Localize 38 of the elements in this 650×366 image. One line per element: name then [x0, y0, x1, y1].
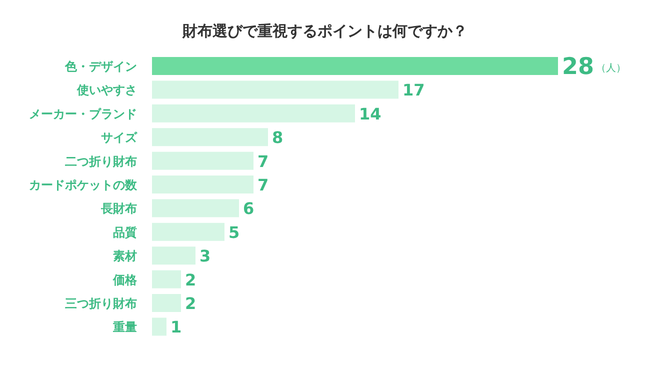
data-label: 3: [200, 246, 211, 266]
bar: [152, 246, 196, 265]
bar: [152, 199, 239, 218]
y-tick-label: 素材: [113, 249, 137, 264]
bar: [152, 294, 181, 312]
y-tick-label: 色・デザイン: [64, 60, 137, 74]
bar: [152, 270, 181, 288]
data-label: 8: [272, 128, 284, 148]
y-tick-label: 二つ折り財布: [65, 154, 137, 168]
y-tick-label: 三つ折り財布: [65, 296, 137, 310]
data-label: 17: [402, 80, 425, 100]
y-tick-label: 価格: [112, 272, 138, 287]
bar: [152, 57, 558, 75]
text: （人）: [596, 63, 626, 74]
bar: [152, 152, 254, 170]
data-label: 1: [170, 318, 182, 337]
y-tick-label: 品質: [113, 225, 137, 240]
data-label: 14: [359, 104, 382, 124]
y-tick-label: 重量: [112, 320, 137, 334]
data-label: 2: [185, 294, 196, 313]
y-tick-label: サイズ: [101, 130, 138, 145]
data-label: 6: [243, 199, 254, 218]
chart-title: 財布選びで重視するポイントは何ですか？: [182, 22, 468, 40]
y-tick-label: 使いやすさ: [76, 83, 137, 98]
y-tick-label: 長財布: [100, 202, 137, 216]
data-label: 7: [258, 152, 269, 171]
data-label: 2: [185, 270, 196, 290]
bar: [152, 128, 268, 146]
data-label: 5: [228, 222, 240, 242]
bar: [152, 80, 398, 99]
bar: [152, 104, 355, 122]
bar: [152, 318, 166, 336]
data-label: 28: [562, 54, 594, 80]
data-label: 7: [258, 176, 269, 194]
bar: [152, 222, 224, 241]
y-tick-label: メーカー・ブランド: [29, 106, 137, 121]
y-tick-label: カードポケットの数: [29, 178, 138, 192]
bar: [152, 176, 254, 194]
